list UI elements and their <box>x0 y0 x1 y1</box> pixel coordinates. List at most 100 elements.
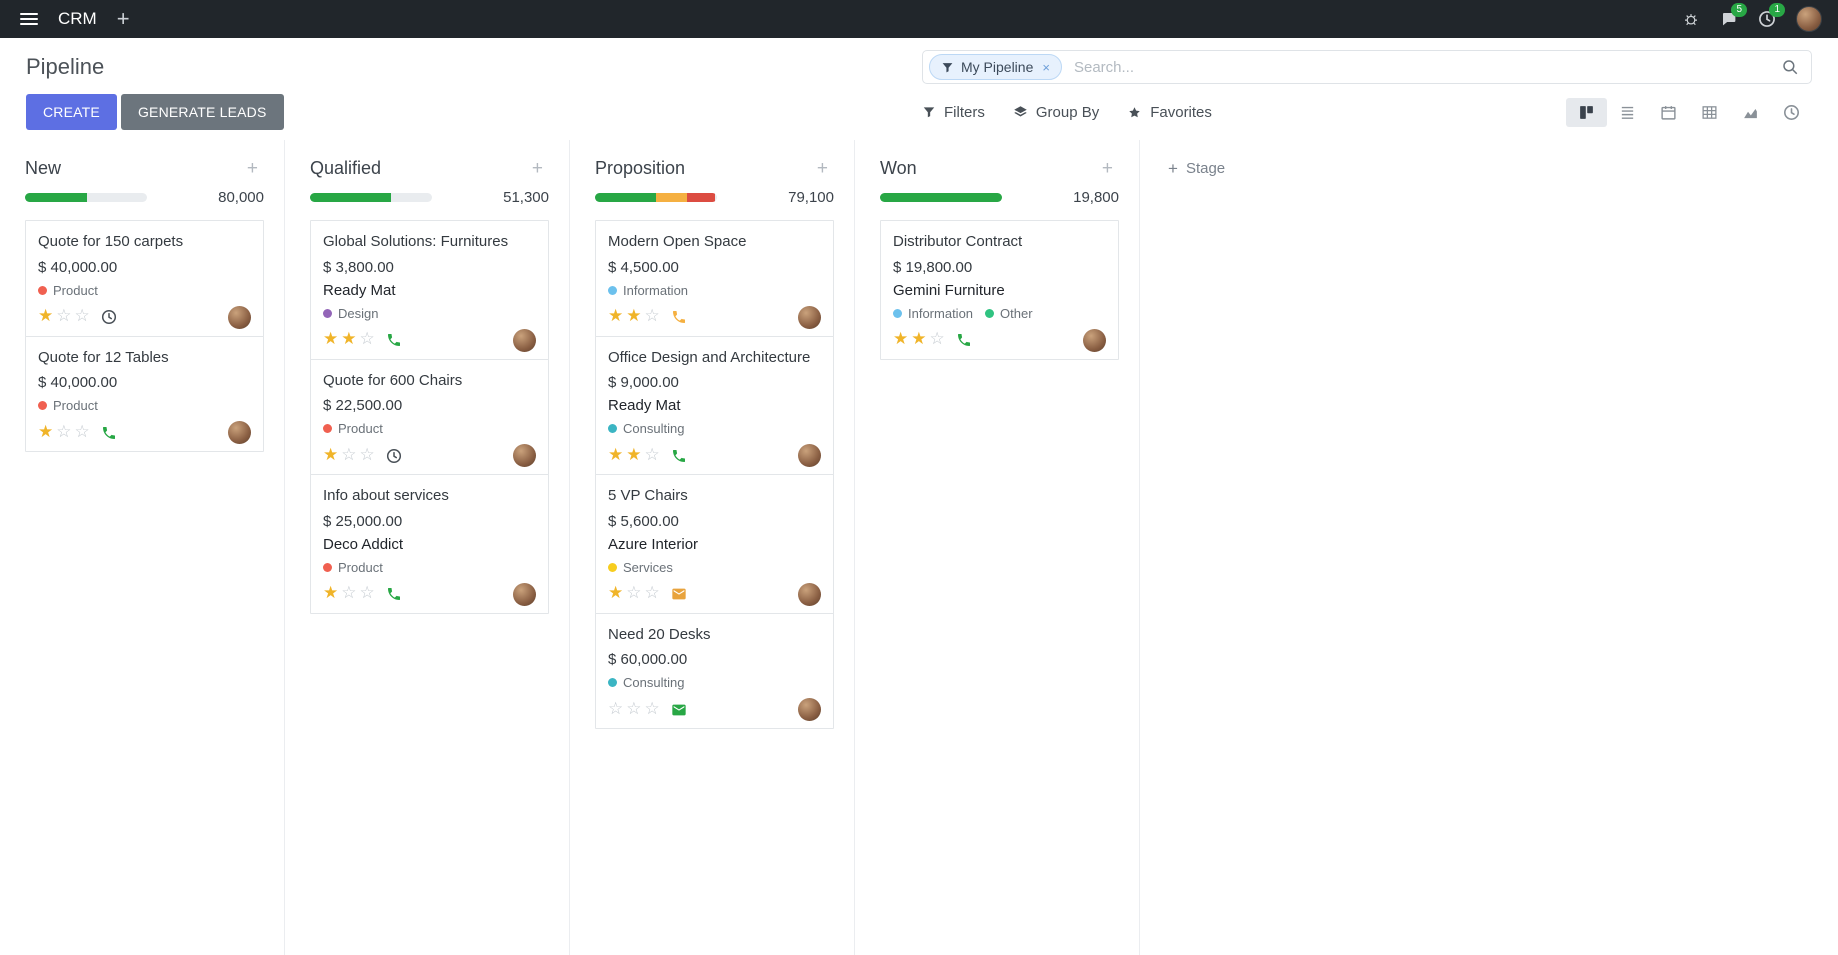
star-icon[interactable]: ☆ <box>644 698 660 719</box>
star-icon[interactable]: ☆ <box>626 698 642 719</box>
progress-segment-success[interactable] <box>595 193 656 202</box>
kanban-card[interactable]: Modern Open Space $ 4,500.00 Information ★ ★… <box>595 220 834 337</box>
kanban-card[interactable]: Info about services $ 25,000.00 Deco Addic… <box>310 474 549 614</box>
star-icon[interactable]: ★ <box>626 444 642 465</box>
star-icon[interactable]: ☆ <box>644 306 660 326</box>
activity-clock-icon[interactable] <box>101 309 117 325</box>
kanban-column-proposition: Proposition +79,100 Modern Open Space $ 4,5… <box>570 140 855 955</box>
column-progressbar[interactable] <box>310 193 432 202</box>
kanban-card[interactable]: 5 VP Chairs $ 5,600.00 Azure Interior Servi… <box>595 474 834 614</box>
star-icon[interactable]: ☆ <box>74 306 90 326</box>
quick-create-icon[interactable]: + <box>811 158 834 179</box>
plus-icon: + <box>1168 159 1178 178</box>
add-stage-button[interactable]: + Stage <box>1140 140 1225 177</box>
star-icon[interactable]: ★ <box>323 329 339 349</box>
priority-stars: ★ ☆ ☆ <box>323 444 378 465</box>
card-amount: $ 40,000.00 <box>38 374 118 391</box>
activity-envelope-icon[interactable] <box>671 586 687 602</box>
quick-create-icon[interactable]: + <box>241 158 264 179</box>
kanban-card[interactable]: Global Solutions: Furnitures $ 3,800.00 Re… <box>310 220 549 360</box>
progress-segment-success[interactable] <box>25 193 88 202</box>
search-bar[interactable]: My Pipeline × <box>922 50 1812 84</box>
kanban-card[interactable]: Distributor Contract $ 19,800.00 Gemini Fu… <box>880 220 1119 360</box>
search-facet[interactable]: My Pipeline × <box>929 54 1062 80</box>
star-icon[interactable]: ★ <box>323 444 339 465</box>
progress-segment-success[interactable] <box>880 193 1002 202</box>
activity-envelope-icon[interactable] <box>671 702 687 718</box>
progress-segment-success[interactable] <box>310 193 391 202</box>
star-icon[interactable]: ★ <box>911 329 927 349</box>
graph-view-icon[interactable] <box>1730 98 1771 127</box>
activities-clock-icon[interactable]: 1 <box>1758 3 1785 28</box>
card-title: Distributor Contract <box>893 233 1023 250</box>
activity-view-icon[interactable] <box>1771 98 1812 127</box>
column-progressbar[interactable] <box>25 193 147 202</box>
kanban-card[interactable]: Quote for 12 Tables $ 40,000.00 Product ★ ☆ ☆ <box>25 335 264 452</box>
star-icon[interactable]: ★ <box>323 583 339 603</box>
star-icon[interactable]: ★ <box>38 421 54 442</box>
star-icon[interactable]: ☆ <box>626 583 642 603</box>
create-button[interactable]: CREATE <box>26 94 117 130</box>
column-progressbar[interactable] <box>595 193 717 202</box>
remove-facet-icon[interactable]: × <box>1042 59 1050 75</box>
star-icon[interactable]: ☆ <box>56 306 72 326</box>
activity-phone-icon[interactable] <box>386 586 402 602</box>
card-tag: Product <box>323 560 383 575</box>
kanban-card[interactable]: Office Design and Architecture $ 9,000.00… <box>595 335 834 475</box>
star-icon[interactable]: ★ <box>608 306 624 326</box>
plus-icon[interactable]: + <box>113 8 134 30</box>
star-icon[interactable]: ★ <box>626 306 642 326</box>
activity-clock-icon[interactable] <box>386 448 402 464</box>
messages-icon[interactable]: 5 <box>1720 3 1747 28</box>
activity-phone-icon[interactable] <box>101 425 117 441</box>
activity-phone-icon[interactable] <box>671 309 687 325</box>
group-by-button[interactable]: Group By <box>1013 100 1099 125</box>
column-progressbar[interactable] <box>880 193 1002 202</box>
star-icon[interactable]: ☆ <box>341 444 357 465</box>
pivot-view-icon[interactable] <box>1689 98 1730 127</box>
progress-segment-danger[interactable] <box>686 193 715 202</box>
progress-segment-warning[interactable] <box>656 193 687 202</box>
card-title: Office Design and Architecture <box>608 348 811 366</box>
kanban-card[interactable]: Need 20 Desks $ 60,000.00 Consulting ☆ ☆ ☆ <box>595 612 834 729</box>
favorites-button[interactable]: Favorites <box>1127 100 1212 125</box>
card-partner: Azure Interior <box>608 535 699 553</box>
app-name[interactable]: CRM <box>58 9 97 28</box>
star-icon[interactable]: ★ <box>38 306 54 326</box>
priority-stars: ★ ★ ☆ <box>893 331 948 349</box>
menu-toggle-button[interactable] <box>16 9 42 29</box>
star-icon[interactable]: ★ <box>608 583 624 603</box>
kanban-card[interactable]: Quote for 150 carpets $ 40,000.00 Product ★… <box>25 220 264 337</box>
star-icon[interactable]: ☆ <box>341 583 357 603</box>
star-icon[interactable]: ☆ <box>929 329 945 349</box>
star-icon[interactable]: ☆ <box>74 421 90 442</box>
list-view-icon[interactable] <box>1607 98 1648 127</box>
star-icon[interactable]: ☆ <box>608 698 624 719</box>
star-icon[interactable]: ☆ <box>359 583 375 603</box>
star-icon[interactable]: ☆ <box>359 444 375 465</box>
star-icon[interactable]: ★ <box>341 329 357 349</box>
search-input[interactable] <box>1071 57 1771 77</box>
kanban-card[interactable]: Quote for 600 Chairs $ 22,500.00 Product ★ ☆… <box>310 358 549 475</box>
quick-create-icon[interactable]: + <box>1096 158 1119 179</box>
search-icon[interactable] <box>1781 58 1799 76</box>
star-icon[interactable]: ☆ <box>644 583 660 603</box>
activity-phone-icon[interactable] <box>956 332 972 348</box>
star-icon[interactable]: ☆ <box>56 421 72 442</box>
star-icon[interactable]: ★ <box>893 329 909 349</box>
star-icon[interactable]: ☆ <box>644 444 660 465</box>
card-tag: Product <box>38 283 98 298</box>
card-title: Quote for 12 Tables <box>38 348 169 366</box>
activity-phone-icon[interactable] <box>386 332 402 348</box>
bug-icon[interactable] <box>1682 10 1700 28</box>
card-title: Need 20 Desks <box>608 625 711 643</box>
quick-create-icon[interactable]: + <box>526 158 549 179</box>
star-icon[interactable]: ★ <box>608 444 624 465</box>
activity-phone-icon[interactable] <box>671 448 687 464</box>
user-avatar[interactable] <box>1796 6 1822 32</box>
generate-leads-button[interactable]: GENERATE LEADS <box>120 94 284 130</box>
kanban-view-icon[interactable] <box>1566 97 1607 127</box>
filters-button[interactable]: Filters <box>922 100 985 125</box>
calendar-view-icon[interactable] <box>1648 98 1689 127</box>
star-icon[interactable]: ☆ <box>359 329 375 349</box>
